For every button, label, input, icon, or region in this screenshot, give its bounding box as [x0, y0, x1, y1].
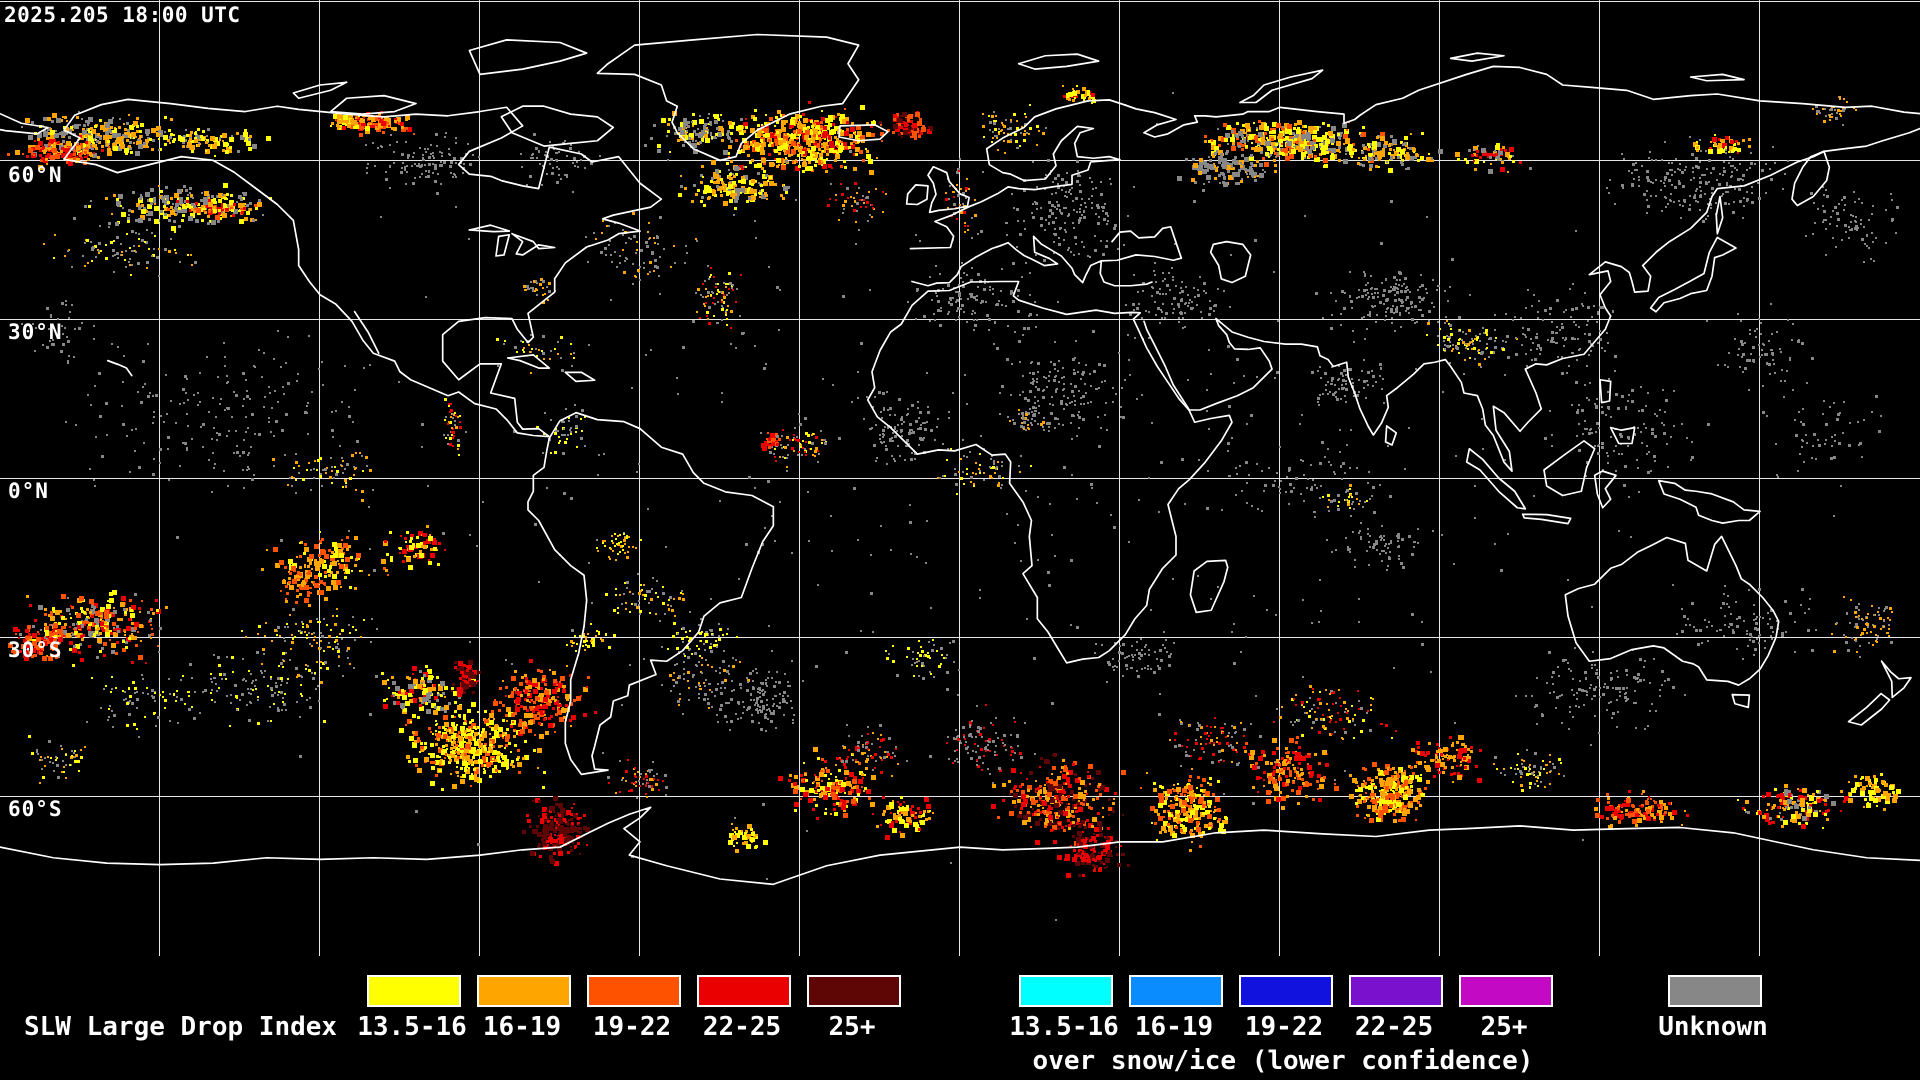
legend-label-snowice-3: 19-22	[1244, 1012, 1324, 1042]
legend-subtitle-snowice: over snow/ice (lower confidence)	[1032, 1046, 1534, 1076]
lat-label-60n: 60°N	[8, 163, 63, 187]
legend-swatch-standard-3	[587, 975, 681, 1007]
legend-swatch-standard-5	[807, 975, 901, 1007]
legend-title: SLW Large Drop Index	[24, 1012, 338, 1042]
lat-label-0n: 0°N	[8, 479, 49, 503]
legend-label-standard-4: 22-25	[702, 1012, 782, 1042]
legend-swatch-snowice-3	[1239, 975, 1333, 1007]
legend-label-standard-5: 25+	[828, 1012, 876, 1042]
legend-label-snowice-4: 22-25	[1354, 1012, 1434, 1042]
timestamp: 2025.205 18:00 UTC	[4, 3, 241, 27]
legend-label-standard-3: 19-22	[592, 1012, 672, 1042]
legend-label-standard-1: 13.5-16	[357, 1012, 467, 1042]
legend-label-snowice-2: 16-19	[1134, 1012, 1214, 1042]
legend-label-snowice-1: 13.5-16	[1009, 1012, 1119, 1042]
legend: SLW Large Drop Index 13.5-16 16-19 19-22…	[0, 956, 1920, 1080]
lat-label-30s: 30°S	[8, 638, 63, 662]
legend-swatch-snowice-4	[1349, 975, 1443, 1007]
world-map-canvas	[0, 0, 1920, 956]
lat-label-60s: 60°S	[8, 797, 63, 821]
legend-label-unknown: Unknown	[1658, 1012, 1768, 1042]
legend-swatch-standard-2	[477, 975, 571, 1007]
legend-swatch-snowice-2	[1129, 975, 1223, 1007]
legend-label-snowice-5: 25+	[1480, 1012, 1528, 1042]
legend-label-standard-2: 16-19	[482, 1012, 562, 1042]
legend-swatch-snowice-1	[1019, 975, 1113, 1007]
lat-label-30n: 30°N	[8, 320, 63, 344]
legend-swatch-standard-1	[367, 975, 461, 1007]
legend-swatch-snowice-5	[1459, 975, 1553, 1007]
legend-swatch-unknown	[1668, 975, 1762, 1007]
legend-swatch-standard-4	[697, 975, 791, 1007]
